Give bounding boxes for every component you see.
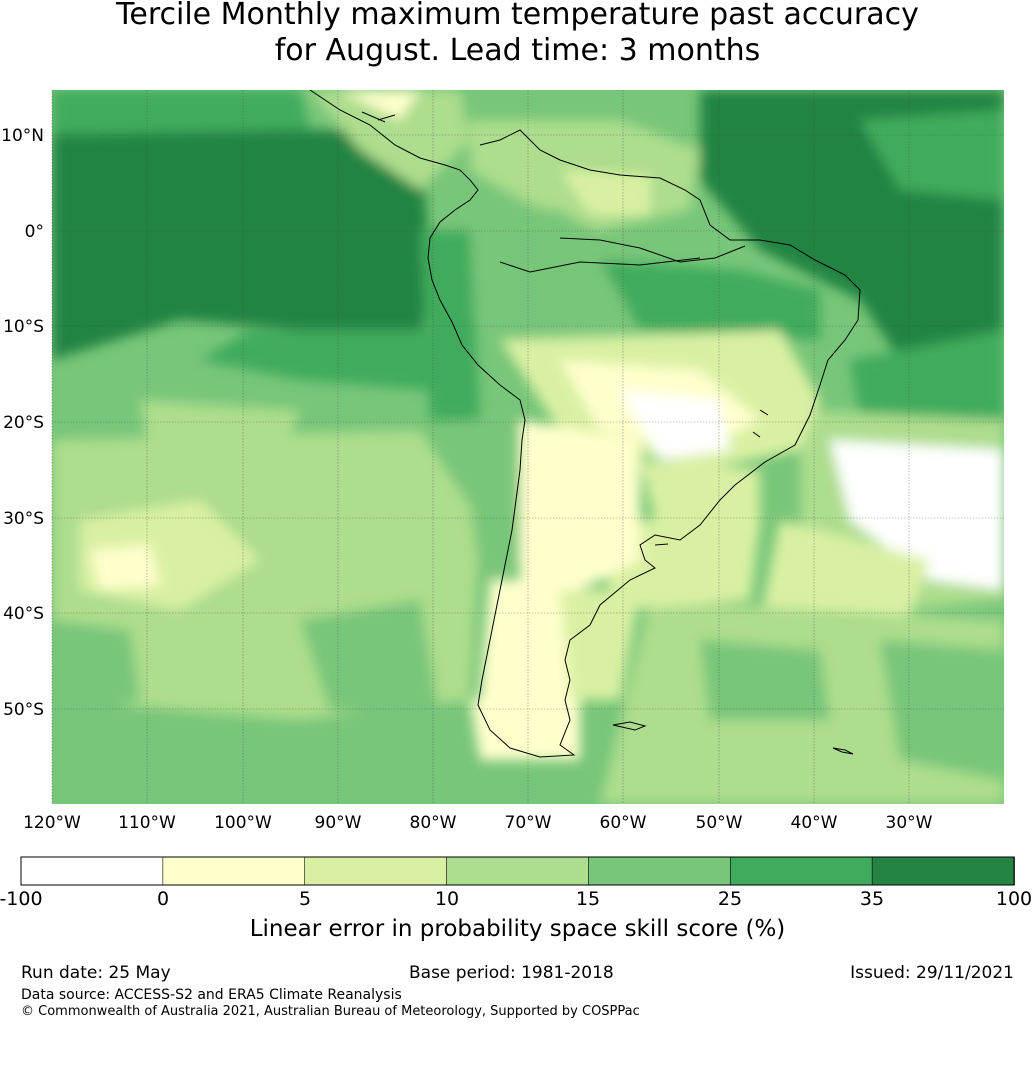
data-source: Data source: ACCESS-S2 and ERA5 Climate … [21,987,402,1003]
lat-label: 30°S [3,509,44,529]
lat-label: 10°S [3,317,44,337]
map-title-line-1: Tercile Monthly maximum temperature past… [116,0,919,32]
latitude-labels: 10°N 0° 10°S 20°S 30°S 40°S 50°S [1,126,44,720]
colorbar-cell [588,856,732,886]
skill-score-map: 10°N 0° 10°S 20°S 30°S 40°S 50°S 120°W 1… [1,90,1004,833]
colorbar-tick: 0 [156,888,170,910]
colorbar-cell [871,856,1015,886]
base-period: Base period: 1981-2018 [409,963,614,983]
skill-field [52,90,1004,804]
lon-label: 60°W [600,813,647,833]
lon-label: 90°W [315,813,362,833]
colorbar-tick: 15 [575,888,601,910]
issued-date: Issued: 29/11/2021 [850,963,1014,983]
colorbar-tick: 35 [859,888,885,910]
colorbar [20,856,1015,886]
coastline [309,90,861,758]
run-date: Run date: 25 May [21,963,171,983]
colorbar-tick: 10 [434,888,460,910]
lon-label: 70°W [505,813,552,833]
lon-label: 120°W [23,813,81,833]
copyright: © Commonwealth of Australia 2021, Austra… [21,1004,640,1019]
colorbar-tick: 5 [298,888,312,910]
lon-label: 100°W [214,813,272,833]
lat-label: 50°S [3,700,44,720]
lon-label: 50°W [696,813,743,833]
lat-label: 40°S [3,604,44,624]
colorbar-tick: 25 [717,888,743,910]
colorbar-cell [729,856,873,886]
graticule [51,90,1004,804]
longitude-labels: 120°W 110°W 100°W 90°W 80°W 70°W 60°W 50… [23,813,933,833]
lat-label: 0° [25,222,44,242]
colorbar-tick: -100 [0,888,43,910]
lon-label: 40°W [791,813,838,833]
lon-label: 30°W [886,813,933,833]
lat-label: 20°S [3,413,44,433]
lon-label: 80°W [410,813,457,833]
colorbar-cell [304,856,448,886]
colorbar-cell [162,856,306,886]
colorbar-tick: 100 [995,888,1033,910]
lon-label: 110°W [118,813,176,833]
colorbar-cell [446,856,590,886]
lat-label: 10°N [1,126,44,146]
colorbar-label: Linear error in probability space skill … [249,916,786,942]
colorbar-cell [20,856,164,886]
map-title-line-2: for August. Lead time: 3 months [274,33,761,68]
